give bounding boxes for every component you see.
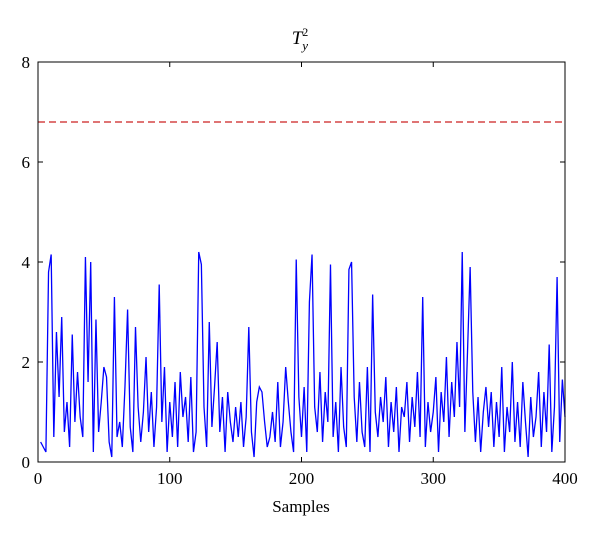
x-tick-label: 200 [289,469,315,488]
y-tick-label: 2 [22,353,31,372]
title-sub: y [300,38,308,53]
data-line [40,251,566,458]
x-axis-label: Samples [272,497,330,516]
y-tick-label: 4 [22,253,31,272]
y-tick-label: 8 [22,53,31,72]
x-tick-label: 100 [157,469,183,488]
x-tick-label: 0 [34,469,43,488]
x-tick-label: 300 [421,469,447,488]
chart-title: T2 y [292,25,309,53]
title-sup: 2 [302,25,308,39]
y-tick-label: 6 [22,153,31,172]
x-tick-label: 400 [552,469,578,488]
y-tick-label: 0 [22,453,31,472]
title-main: T [292,28,304,49]
